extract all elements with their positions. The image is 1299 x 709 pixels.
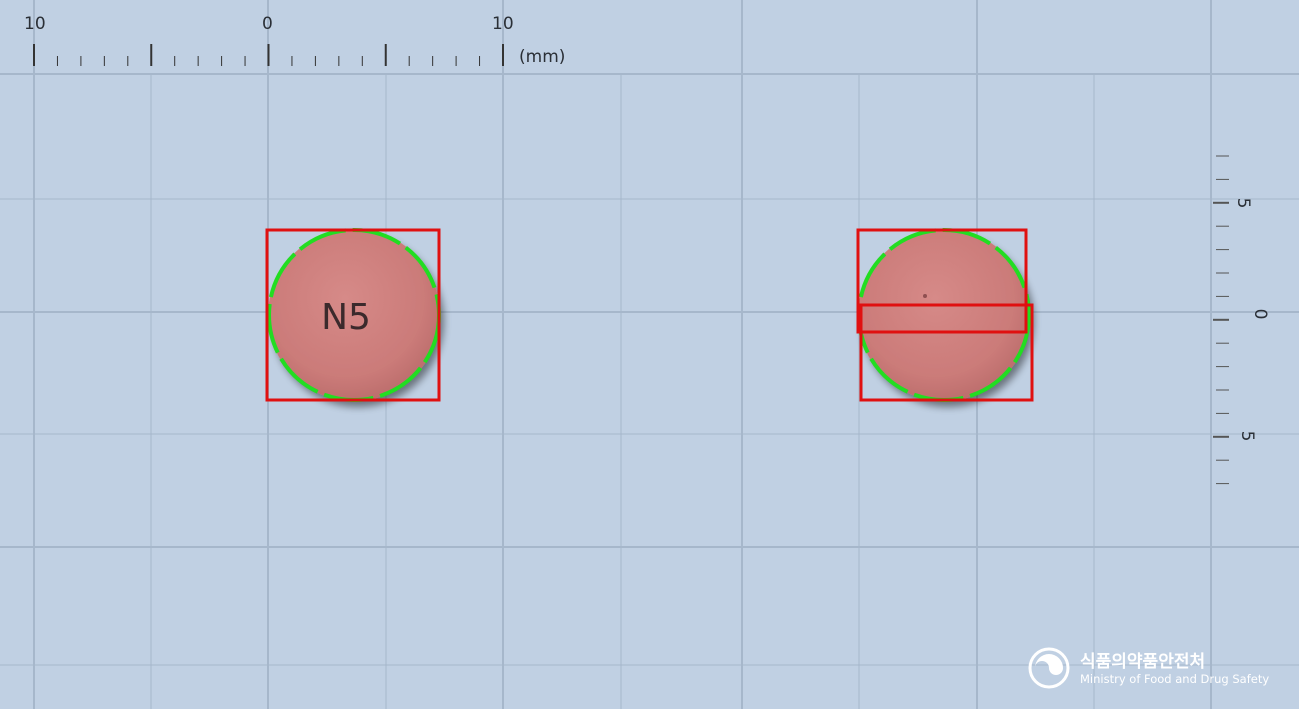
mfds-emblem-icon [1028, 647, 1070, 689]
top-ruler-ticks [33, 44, 504, 66]
top-ruler-label-right: 10 [492, 14, 514, 34]
right-ruler-label-top: 5 [1233, 198, 1253, 209]
pill-front-bounding-box [265, 228, 441, 402]
right-ruler-label-bottom: 5 [1237, 431, 1257, 442]
right-ruler: 5 0 5 [1213, 155, 1270, 485]
pill-front-imprint: N5 [321, 297, 371, 338]
pill-back-bounding-box [856, 228, 1028, 334]
pill-back-bounding-box-2 [859, 303, 1034, 402]
top-ruler-label-zero: 0 [262, 14, 273, 34]
pill-back-body [858, 229, 1030, 401]
logo-english-name: Ministry of Food and Drug Safety [1080, 672, 1269, 686]
logo-korean-name: 식품의약품안전처 [1080, 651, 1205, 672]
top-ruler-label-left: 10 [24, 14, 46, 34]
right-ruler-label-zero: 0 [1250, 309, 1270, 320]
mfds-logo: 식품의약품안전처 Ministry of Food and Drug Safet… [1028, 647, 1269, 689]
pill-front-view: N5 [265, 228, 441, 402]
pill-back-view [856, 228, 1034, 402]
top-ruler: 10 0 10 (mm) [24, 14, 565, 67]
pill-front-body [268, 229, 440, 401]
pill-back-speck [923, 294, 927, 298]
right-ruler-ticks [1213, 155, 1229, 485]
top-ruler-unit: (mm) [519, 47, 565, 67]
